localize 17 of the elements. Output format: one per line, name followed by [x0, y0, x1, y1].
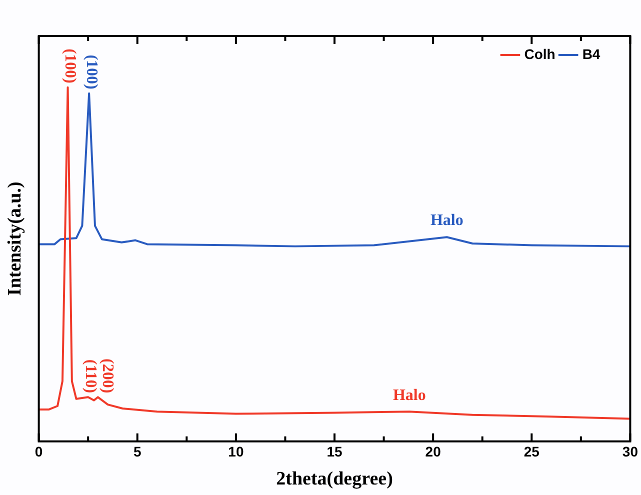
annotation: Halo [392, 386, 426, 404]
legend-label: B4 [582, 46, 600, 62]
x-tick-label: 15 [326, 444, 343, 460]
x-tick-label: 0 [34, 444, 43, 460]
x-tick-label: 25 [524, 444, 540, 460]
x-axis-title: 2theta(degree) [276, 468, 393, 490]
legend-label: Colh [524, 46, 556, 62]
x-tick-label: 5 [133, 444, 142, 460]
annotation: Halo [430, 212, 464, 230]
annotation: (100) [82, 54, 100, 90]
annotation: (100) [62, 48, 79, 84]
x-tick-label: 30 [622, 444, 638, 460]
y-axis-title: Intensity(a.u.) [4, 182, 26, 296]
x-tick-label: 10 [228, 444, 244, 460]
x-tick-label: 20 [425, 444, 442, 460]
annotation: (200) [98, 358, 116, 394]
annotation: (110) [82, 359, 99, 394]
